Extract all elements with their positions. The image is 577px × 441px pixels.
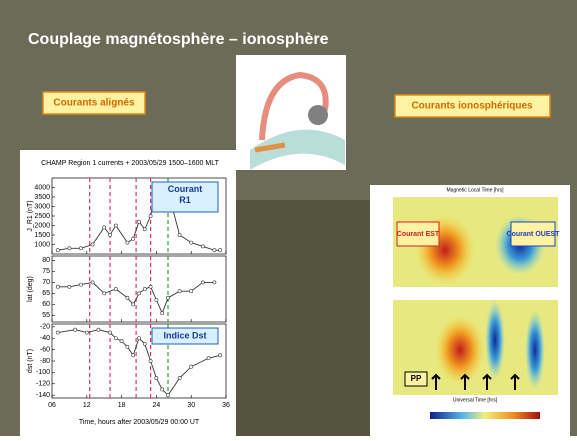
data-point	[126, 296, 129, 299]
slide: Couplage magnétosphère – ionosphère Cour…	[0, 0, 577, 436]
y-axis-label: dst (nT)	[27, 349, 34, 373]
data-point	[143, 228, 146, 231]
y-tick-label: 75	[42, 268, 50, 275]
data-point	[166, 394, 169, 397]
axis-label: Magnetic Local Time [hrs]	[447, 187, 505, 193]
data-point	[137, 292, 140, 295]
east-label: Courant EST	[397, 231, 440, 238]
data-point	[56, 331, 59, 334]
data-point	[68, 247, 71, 250]
plot-title: CHAMP Region 1 currents + 2003/05/29 150…	[41, 160, 219, 167]
y-tick-label: 80	[42, 257, 50, 264]
label: Courants ionosphériques	[411, 101, 533, 112]
y-tick-label: 1000	[34, 241, 50, 248]
data-point	[213, 249, 216, 252]
data-point	[137, 220, 140, 223]
data-point	[137, 337, 140, 340]
y-tick-label: 70	[42, 279, 50, 286]
data-point	[103, 292, 106, 295]
data-point	[161, 388, 164, 391]
data-point	[190, 290, 193, 293]
x-tick-label: 30	[187, 402, 195, 409]
data-point	[114, 224, 117, 227]
y-axis-label: J_R1 (nT)	[27, 200, 34, 231]
x-tick-label: 12	[83, 402, 91, 409]
data-point	[103, 226, 106, 229]
y-tick-label: -140	[36, 392, 50, 399]
data-point	[132, 237, 135, 240]
data-point	[108, 233, 111, 236]
data-point	[161, 312, 164, 315]
data-point	[178, 290, 181, 293]
y-tick-label: -80	[40, 358, 50, 365]
data-point	[143, 287, 146, 290]
data-point	[114, 287, 117, 290]
data-point	[178, 376, 181, 379]
data-point	[149, 214, 152, 217]
data-point	[149, 359, 152, 362]
data-point	[56, 249, 59, 252]
data-point	[56, 285, 59, 288]
annotation: Indice Dst	[163, 330, 206, 340]
data-point	[114, 337, 117, 340]
schematic	[236, 55, 346, 170]
y-tick-label: -120	[36, 381, 50, 388]
data-point	[91, 243, 94, 246]
x-tick-label: 18	[118, 402, 126, 409]
data-point	[132, 303, 135, 306]
data-point	[219, 249, 222, 252]
data-point	[166, 296, 169, 299]
pp-label: PP	[411, 374, 422, 383]
y-tick-label: -60	[40, 346, 50, 353]
label: Courants alignés	[53, 98, 135, 109]
data-point	[207, 357, 210, 360]
axis-label: Universal Time [hrs]	[453, 397, 498, 403]
y-tick-label: 60	[42, 301, 50, 308]
y-tick-label: -40	[40, 335, 50, 342]
annotation-line: R1	[179, 195, 191, 205]
y-tick-label: 3500	[34, 194, 50, 201]
data-point	[155, 298, 158, 301]
y-tick-label: 1500	[34, 232, 50, 239]
data-point	[126, 241, 129, 244]
y-tick-label: 4000	[34, 184, 50, 191]
y-tick-label: 3000	[34, 203, 50, 210]
data-point	[190, 365, 193, 368]
x-axis-label: Time, hours after 2003/05/29 00:00 UT	[79, 419, 200, 426]
data-point	[126, 345, 129, 348]
data-point	[68, 285, 71, 288]
data-point	[149, 285, 152, 288]
y-tick-label: 55	[42, 312, 50, 319]
data-point	[74, 328, 77, 331]
data-point	[213, 281, 216, 284]
y-axis-label: lat (deg)	[27, 276, 34, 302]
x-tick-label: 36	[222, 402, 230, 409]
data-point	[201, 281, 204, 284]
data-point	[108, 331, 111, 334]
data-point	[201, 245, 204, 248]
dark-band	[236, 200, 370, 436]
y-tick-label: -100	[36, 369, 50, 376]
data-point	[79, 283, 82, 286]
data-point	[178, 233, 181, 236]
data-point	[155, 376, 158, 379]
y-tick-label: 2500	[34, 213, 50, 220]
data-point	[120, 339, 123, 342]
y-tick-label: 65	[42, 290, 50, 297]
data-point	[143, 342, 146, 345]
data-point	[190, 241, 193, 244]
x-tick-label: 06	[48, 402, 56, 409]
data-point	[97, 328, 100, 331]
data-point	[219, 354, 222, 357]
y-tick-label: 2000	[34, 222, 50, 229]
slide-title: Couplage magnétosphère – ionosphère	[28, 31, 329, 48]
data-point	[79, 247, 82, 250]
x-tick-label: 24	[153, 402, 161, 409]
data-point	[91, 281, 94, 284]
data-point	[85, 331, 88, 334]
data-point	[132, 354, 135, 357]
y-tick-label: -20	[40, 324, 50, 331]
annotation-line: Courant	[168, 184, 203, 194]
west-label: Courant OUEST	[507, 231, 561, 238]
